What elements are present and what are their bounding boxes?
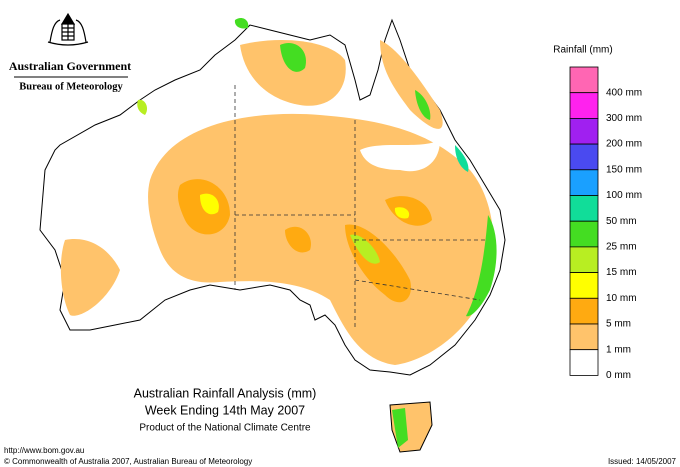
caption-credit: Product of the National Climate Centre: [139, 423, 311, 434]
australia-map: [39, 17, 506, 453]
legend-label: 50 mm: [606, 216, 637, 227]
coat-of-arms: [47, 12, 89, 46]
legend-label: 25 mm: [606, 242, 637, 253]
legend-swatch: [569, 118, 599, 145]
caption-title: Australian Rainfall Analysis (mm): [134, 386, 317, 400]
legend-swatch: [569, 220, 599, 248]
legend-label: 300 mm: [606, 113, 642, 124]
legend-label: 100 mm: [606, 190, 642, 201]
legend-label: 400 mm: [606, 87, 642, 98]
legend-swatch: [569, 169, 599, 196]
legend-swatch: [569, 66, 599, 94]
legend-label: 1 mm: [606, 344, 631, 355]
footer-copyright: © Commonwealth of Australia 2007, Austra…: [4, 457, 252, 466]
caption-subtitle: Week Ending 14th May 2007: [145, 403, 305, 417]
legend-swatch: [569, 297, 599, 325]
footer-url: http://www.bom.gov.au: [4, 446, 84, 455]
footer-issued: Issued: 14/05/2007: [608, 457, 677, 466]
legend-title: Rainfall (mm): [553, 45, 612, 56]
legend: 400 mm 300 mm 200 mm 150 mm 100 mm 50 mm 25 mm…: [569, 66, 642, 381]
legend-label: 15 mm: [606, 267, 637, 278]
legend-label: 10 mm: [606, 293, 637, 304]
legend-swatch: [569, 323, 599, 351]
legend-label: 150 mm: [606, 164, 642, 175]
legend-swatch: [569, 349, 599, 376]
legend-label: 0 mm: [606, 370, 631, 381]
legend-label: 5 mm: [606, 319, 631, 330]
legend-label: 200 mm: [606, 139, 642, 150]
bureau-name: Bureau of Meteorology: [19, 81, 123, 92]
legend-swatch: [569, 272, 599, 299]
legend-swatch: [569, 143, 599, 171]
government-name: Australian Government: [9, 59, 131, 73]
legend-swatch: [569, 195, 599, 222]
legend-swatch: [569, 246, 599, 273]
legend-swatch: [569, 92, 599, 119]
